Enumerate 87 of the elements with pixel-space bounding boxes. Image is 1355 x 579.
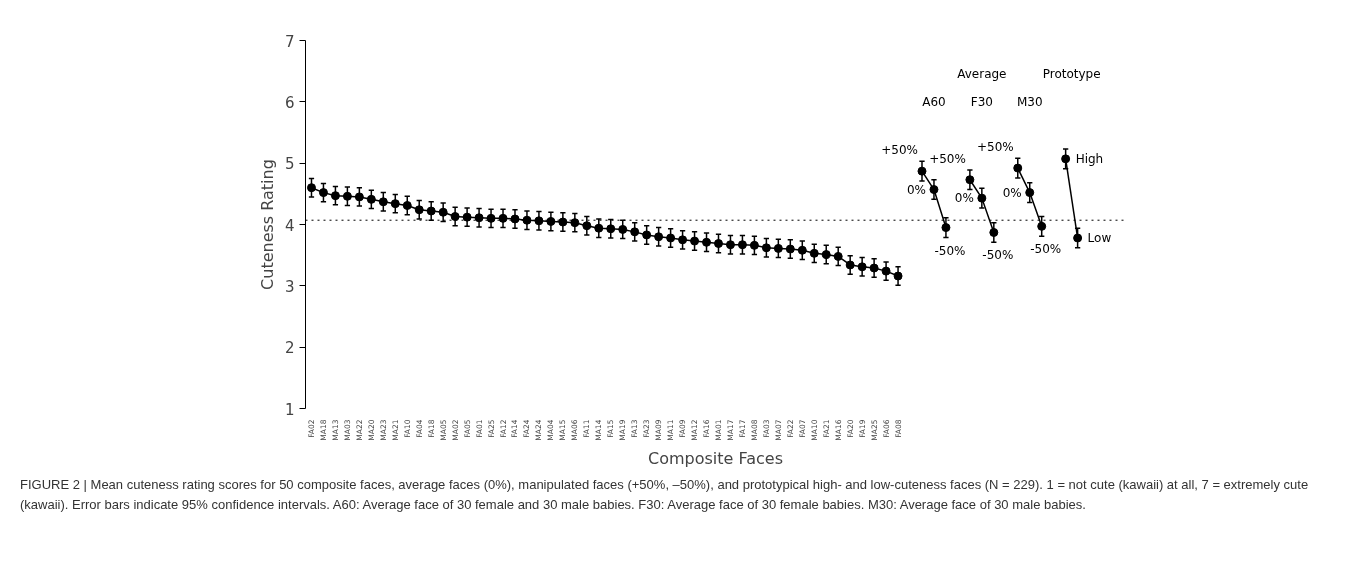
point: [366, 194, 376, 204]
point: [546, 216, 556, 226]
point: [773, 243, 783, 253]
point: [989, 227, 999, 237]
point: [522, 215, 532, 225]
y-tick-label: 4: [284, 216, 295, 235]
point: [725, 240, 735, 250]
x-axis-title: Composite Faces: [648, 448, 783, 468]
point: [498, 213, 508, 223]
point: [833, 251, 843, 261]
point: [785, 244, 795, 254]
annotation: Average: [957, 67, 1007, 82]
point: [534, 216, 544, 226]
point: [354, 192, 364, 202]
point: [306, 183, 316, 193]
point: [1061, 154, 1071, 164]
annotation: +50%: [977, 140, 1014, 155]
point: [845, 260, 855, 270]
point: [378, 197, 388, 207]
point: [809, 248, 819, 258]
point: [1073, 233, 1083, 243]
annotation: +50%: [929, 151, 966, 166]
point: [558, 217, 568, 227]
annotation: High: [1075, 151, 1104, 166]
y-tick-label: 5: [284, 155, 295, 174]
y-axis-title: Cuteness Rating: [257, 159, 277, 290]
point: [941, 223, 951, 233]
point: [414, 205, 424, 215]
point: [582, 221, 592, 231]
annotation: 0%: [1002, 185, 1022, 200]
annotation: A60: [922, 94, 946, 109]
point: [977, 193, 987, 203]
point: [642, 230, 652, 240]
point: [390, 199, 400, 209]
caption: FIGURE 2 | Mean cuteness rating scores for 50 composite faces, average faces (0%), manipulated faces (+50%, –50%), and prototypical high- and low-cuteness faces (N = 229). 1 = not cute (kawaii) at all, 7 = extremely cute (kawaii). Error bars indicate 95% confidence intervals. A60: Average face of 30 female and 30 male babies. F30: Average face of 30 female babies. M30: Average face of 30 male babies.: [20, 476, 1310, 514]
annotation: Prototype: [1042, 67, 1101, 82]
point: [869, 263, 879, 273]
point: [630, 227, 640, 237]
annotation: -50%: [982, 248, 1014, 263]
point: [342, 191, 352, 201]
point: [713, 239, 723, 249]
point: [450, 212, 460, 222]
point: [690, 236, 700, 246]
point: [678, 235, 688, 245]
y-tick-label: 6: [284, 93, 295, 112]
point: [1037, 221, 1047, 231]
point: [1025, 188, 1035, 198]
annotation: M30: [1016, 94, 1043, 109]
point: [654, 232, 664, 242]
text: Low: [1087, 230, 1112, 245]
point: [426, 206, 436, 216]
annotation: -50%: [1030, 242, 1062, 257]
point: [929, 185, 939, 195]
y-tick-label: 7: [284, 32, 295, 51]
point: [749, 240, 759, 250]
point: [821, 250, 831, 260]
annotation: F30: [970, 94, 993, 109]
point: [666, 233, 676, 243]
point: [917, 166, 927, 176]
annotation: 0%: [954, 191, 974, 206]
point: [510, 214, 520, 224]
y-tick-label: 3: [284, 277, 295, 296]
point: [797, 245, 807, 255]
point: [438, 207, 448, 217]
point: [618, 224, 628, 234]
point: [330, 191, 340, 201]
point: [857, 262, 867, 272]
point: [965, 175, 975, 185]
point: [893, 271, 903, 281]
point: [1013, 163, 1023, 173]
point: [702, 237, 712, 247]
point: [462, 212, 472, 222]
point: [318, 188, 328, 198]
y-tick-label: 1: [284, 400, 295, 419]
point: [737, 240, 747, 250]
point: [594, 223, 604, 233]
annotation: -50%: [934, 243, 966, 258]
y-tick-label: 2: [284, 339, 295, 358]
point: [402, 200, 412, 210]
annotation: 0%: [906, 182, 926, 197]
point: [761, 243, 771, 253]
annotation: +50%: [881, 143, 918, 158]
point: [881, 266, 891, 276]
point: [570, 218, 580, 228]
point: [486, 213, 496, 223]
point: [474, 213, 484, 223]
point: [606, 224, 616, 234]
